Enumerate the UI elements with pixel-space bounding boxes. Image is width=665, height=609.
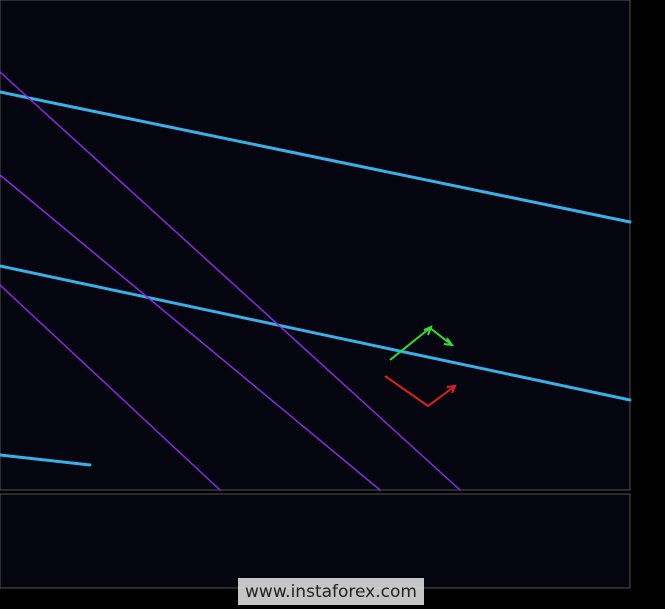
down-arrow xyxy=(384,375,456,408)
trend-line xyxy=(0,264,632,402)
arrow-head xyxy=(423,325,433,336)
indicator-panel xyxy=(0,493,631,589)
watermark: www.instaforex.com xyxy=(245,582,417,602)
watermark-box xyxy=(238,578,424,605)
trend-line xyxy=(0,453,92,467)
channel-line xyxy=(0,284,221,491)
trend-lines xyxy=(0,71,632,491)
arrow-head xyxy=(443,337,455,347)
main-panel xyxy=(0,0,631,491)
trend-line xyxy=(0,90,632,224)
forecast-arrows xyxy=(384,325,457,408)
arrow-head xyxy=(446,384,457,394)
channel-line xyxy=(0,71,461,491)
channel-line xyxy=(0,174,381,491)
